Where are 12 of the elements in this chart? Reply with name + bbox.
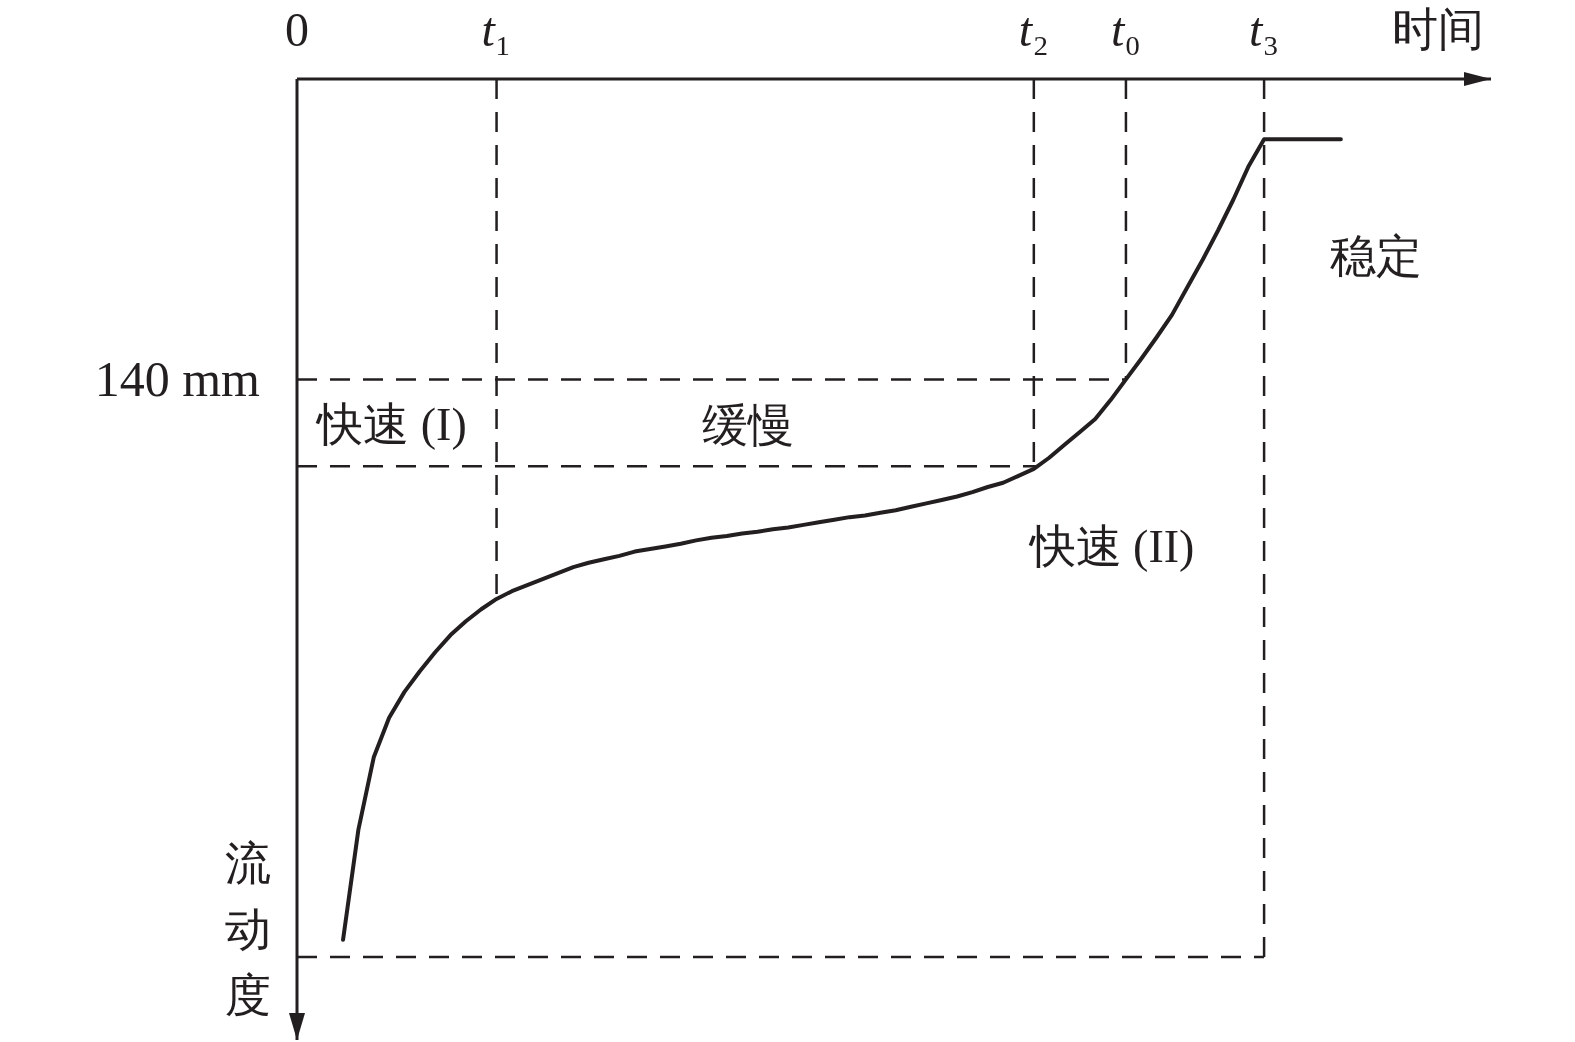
x-tick-label: t₁	[481, 3, 512, 56]
x-tick-label: t₂	[1018, 3, 1049, 56]
x-tick-label: 0	[285, 3, 309, 56]
x-axis-title: 时间	[1392, 4, 1484, 55]
x-tick-label: t₃	[1249, 3, 1280, 56]
y-axis-title: 流动度	[225, 837, 271, 1021]
annotation: 缓慢	[702, 399, 794, 451]
x-tick-label: t₀	[1110, 3, 1141, 56]
annotation: 快速 (I)	[315, 398, 467, 450]
annotation: 稳定	[1330, 230, 1422, 282]
annotation: 快速 (II)	[1027, 520, 1195, 572]
ref-line-label: 140 mm	[94, 351, 261, 408]
